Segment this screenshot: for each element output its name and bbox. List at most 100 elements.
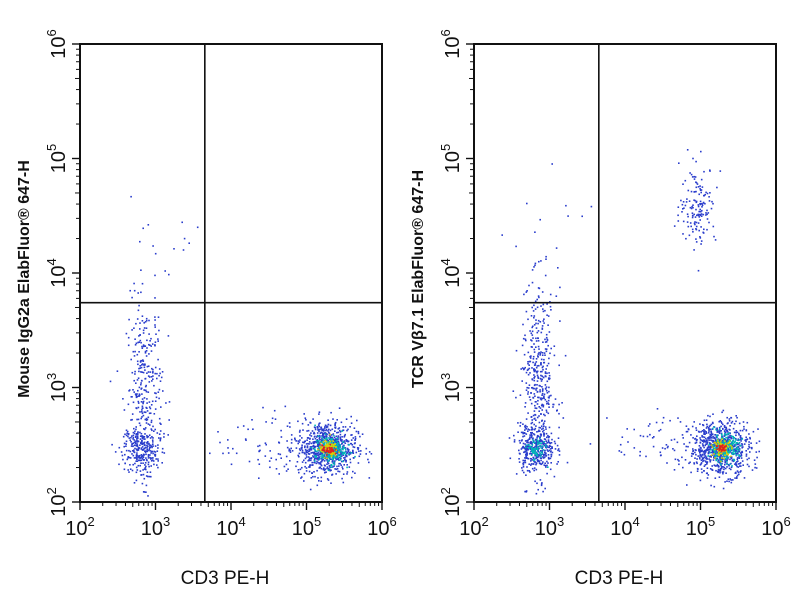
event-dot [332, 440, 334, 442]
event-dot [715, 447, 717, 449]
event-dot [545, 258, 547, 260]
event-dot [314, 450, 317, 453]
event-dot [639, 434, 642, 437]
population-7 [209, 405, 327, 479]
event-dot [131, 371, 134, 374]
event-dot [313, 446, 316, 448]
event-dot [306, 451, 309, 454]
event-dot [692, 157, 694, 160]
event-dot [328, 444, 330, 446]
event-dot [301, 451, 304, 454]
event-dot [693, 421, 695, 423]
event-dot [310, 435, 313, 437]
event-dot [540, 374, 542, 377]
event-dot [719, 442, 722, 444]
event-dot [137, 400, 140, 403]
event-dot [533, 458, 536, 461]
event-dot [141, 436, 144, 439]
event-dot [704, 444, 707, 447]
event-dot [710, 451, 713, 454]
event-dot [529, 355, 531, 358]
event-dot [136, 440, 139, 442]
event-dot [539, 218, 541, 221]
event-dot [323, 451, 326, 453]
event-dot [534, 404, 536, 407]
event-dot [141, 347, 144, 349]
event-dot [148, 353, 150, 355]
event-dot [717, 460, 719, 462]
event-dot [685, 445, 688, 448]
event-dot [682, 183, 684, 185]
event-dot [134, 436, 137, 438]
event-dot [161, 451, 164, 454]
event-dot [145, 390, 148, 393]
event-dot [723, 446, 726, 449]
event-dot [308, 458, 310, 461]
event-dot [698, 229, 700, 232]
event-dot [341, 430, 343, 432]
event-dot [541, 447, 543, 450]
event-dot [715, 443, 718, 445]
event-dot [140, 382, 142, 384]
event-dot [724, 434, 727, 437]
event-dot [318, 438, 321, 440]
event-dot [718, 432, 721, 434]
event-dot [133, 441, 136, 444]
event-dot [114, 451, 117, 453]
event-dot [332, 458, 335, 461]
event-dot [714, 441, 717, 444]
event-dot [137, 402, 140, 404]
event-dot [691, 212, 694, 214]
event-dot [745, 450, 747, 452]
event-dot [326, 452, 329, 454]
event-dot [692, 206, 694, 209]
event-dot [673, 438, 676, 441]
event-dot [756, 456, 758, 459]
event-dot [314, 475, 316, 478]
event-dot [357, 447, 360, 449]
event-dot [534, 438, 537, 441]
event-dot [142, 400, 145, 403]
event-dot [530, 448, 532, 450]
x-tick-label: 104 [610, 514, 639, 540]
event-dot [132, 454, 135, 457]
event-dot [140, 366, 143, 369]
event-dot [320, 455, 322, 458]
event-dot [698, 210, 700, 213]
event-dot [298, 448, 301, 450]
event-dot [349, 426, 351, 428]
event-dot [537, 345, 540, 348]
event-dot [547, 402, 549, 404]
event-dot [690, 207, 693, 210]
event-dot [128, 437, 131, 439]
event-dot [524, 402, 527, 404]
event-dot [530, 434, 532, 437]
event-dot [723, 439, 725, 441]
event-dot [134, 462, 136, 465]
event-dot [539, 462, 541, 465]
event-dot [345, 439, 348, 441]
y-tick-label: 104 [438, 258, 464, 287]
event-dot [525, 455, 527, 458]
event-dot [711, 469, 714, 471]
event-dot [702, 450, 705, 453]
event-dot [141, 405, 144, 408]
event-dot [682, 233, 684, 235]
event-dot [546, 403, 548, 405]
event-dot [692, 204, 694, 206]
event-dot [709, 468, 712, 470]
event-dot [361, 433, 364, 435]
event-dot [275, 458, 277, 461]
event-dot [317, 459, 320, 461]
event-dot [557, 437, 560, 439]
event-dot [724, 463, 726, 466]
event-dot [143, 441, 146, 444]
event-dot [524, 443, 526, 445]
x-tick-label: 103 [535, 514, 564, 540]
event-dot [142, 359, 144, 362]
event-dot [684, 459, 687, 461]
event-dot [706, 209, 708, 212]
event-dot [157, 316, 160, 318]
event-dot [758, 450, 760, 453]
